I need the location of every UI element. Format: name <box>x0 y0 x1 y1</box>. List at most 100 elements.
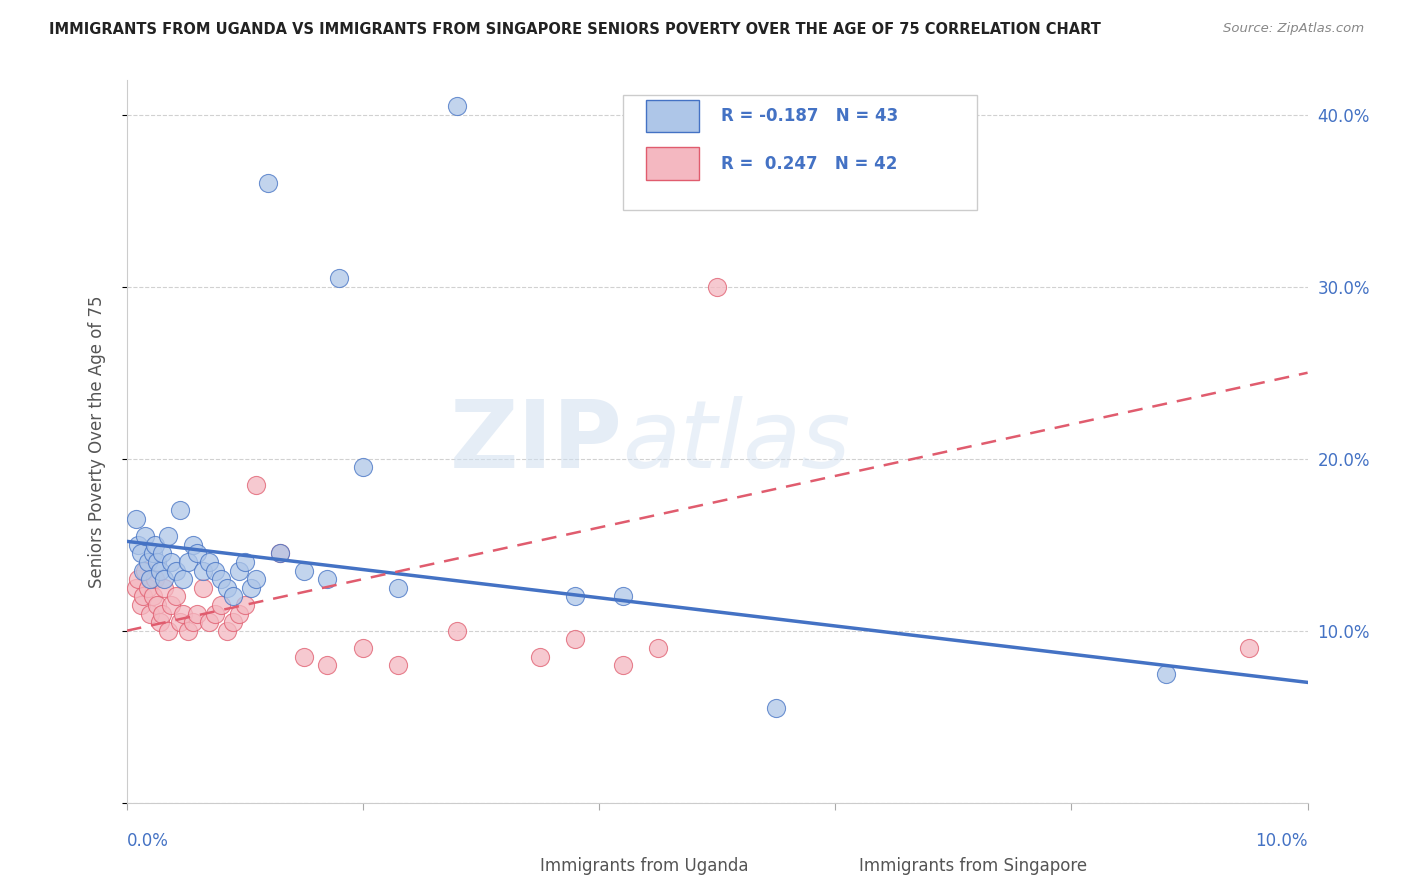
Point <box>316 572 339 586</box>
Point <box>165 564 187 578</box>
Point <box>125 512 148 526</box>
Point <box>181 615 204 630</box>
Point <box>146 555 169 569</box>
Point <box>316 658 339 673</box>
FancyBboxPatch shape <box>623 95 977 211</box>
Point <box>169 503 191 517</box>
Point <box>165 590 187 604</box>
Point <box>706 279 728 293</box>
Point <box>127 538 149 552</box>
Point <box>181 538 204 552</box>
Point <box>233 598 256 612</box>
Point <box>198 615 221 630</box>
Point <box>143 538 166 552</box>
Point <box>269 546 291 560</box>
Point <box>149 564 172 578</box>
Point <box>1237 640 1260 655</box>
Point <box>564 632 586 647</box>
Point <box>209 598 232 612</box>
Point <box>127 572 149 586</box>
Point <box>186 607 208 621</box>
Point <box>156 529 179 543</box>
Point <box>156 624 179 638</box>
Point <box>134 529 156 543</box>
Point <box>141 590 163 604</box>
FancyBboxPatch shape <box>446 835 510 864</box>
Point <box>245 572 267 586</box>
Point <box>146 598 169 612</box>
Point <box>204 607 226 621</box>
Point <box>239 581 262 595</box>
Point <box>153 572 176 586</box>
Point <box>186 546 208 560</box>
Point <box>387 658 409 673</box>
Point <box>149 615 172 630</box>
Text: Source: ZipAtlas.com: Source: ZipAtlas.com <box>1223 22 1364 36</box>
Point <box>129 598 152 612</box>
FancyBboxPatch shape <box>765 835 830 864</box>
Point <box>328 271 350 285</box>
Text: 0.0%: 0.0% <box>127 831 169 850</box>
Point <box>193 564 215 578</box>
Text: R =  0.247   N = 42: R = 0.247 N = 42 <box>721 155 897 173</box>
Point <box>215 581 238 595</box>
Point <box>1154 666 1177 681</box>
Point <box>139 607 162 621</box>
Point <box>215 624 238 638</box>
Point <box>169 615 191 630</box>
Point <box>132 590 155 604</box>
Text: IMMIGRANTS FROM UGANDA VS IMMIGRANTS FROM SINGAPORE SENIORS POVERTY OVER THE AGE: IMMIGRANTS FROM UGANDA VS IMMIGRANTS FRO… <box>49 22 1101 37</box>
Point <box>193 581 215 595</box>
Text: Immigrants from Uganda: Immigrants from Uganda <box>540 857 748 875</box>
Point <box>529 649 551 664</box>
Point <box>177 624 200 638</box>
Point <box>141 546 163 560</box>
Point <box>209 572 232 586</box>
Point <box>765 701 787 715</box>
Point <box>446 99 468 113</box>
Point <box>139 572 162 586</box>
Text: R = -0.187   N = 43: R = -0.187 N = 43 <box>721 107 898 126</box>
Text: ZIP: ZIP <box>450 395 623 488</box>
Point <box>172 572 194 586</box>
Point <box>564 590 586 604</box>
Point <box>228 607 250 621</box>
Text: atlas: atlas <box>623 396 851 487</box>
Point <box>446 624 468 638</box>
Point <box>143 572 166 586</box>
Point <box>257 177 280 191</box>
Y-axis label: Seniors Poverty Over the Age of 75: Seniors Poverty Over the Age of 75 <box>87 295 105 588</box>
Point <box>134 564 156 578</box>
Point <box>153 581 176 595</box>
Point <box>352 460 374 475</box>
FancyBboxPatch shape <box>647 100 699 132</box>
Point <box>125 581 148 595</box>
Point <box>204 564 226 578</box>
Point <box>172 607 194 621</box>
Point <box>647 640 669 655</box>
Point <box>132 564 155 578</box>
Point <box>136 581 159 595</box>
Point <box>160 555 183 569</box>
Point <box>198 555 221 569</box>
Point <box>150 546 173 560</box>
Point <box>292 564 315 578</box>
Point <box>387 581 409 595</box>
Point <box>228 564 250 578</box>
Point <box>177 555 200 569</box>
Point <box>245 477 267 491</box>
Point <box>136 555 159 569</box>
Point <box>352 640 374 655</box>
Point <box>612 658 634 673</box>
FancyBboxPatch shape <box>647 147 699 180</box>
Text: Immigrants from Singapore: Immigrants from Singapore <box>859 857 1087 875</box>
Point <box>160 598 183 612</box>
Point <box>269 546 291 560</box>
Point <box>292 649 315 664</box>
Point <box>612 590 634 604</box>
Point <box>222 615 245 630</box>
Point <box>129 546 152 560</box>
Point <box>233 555 256 569</box>
Text: 10.0%: 10.0% <box>1256 831 1308 850</box>
Point <box>222 590 245 604</box>
